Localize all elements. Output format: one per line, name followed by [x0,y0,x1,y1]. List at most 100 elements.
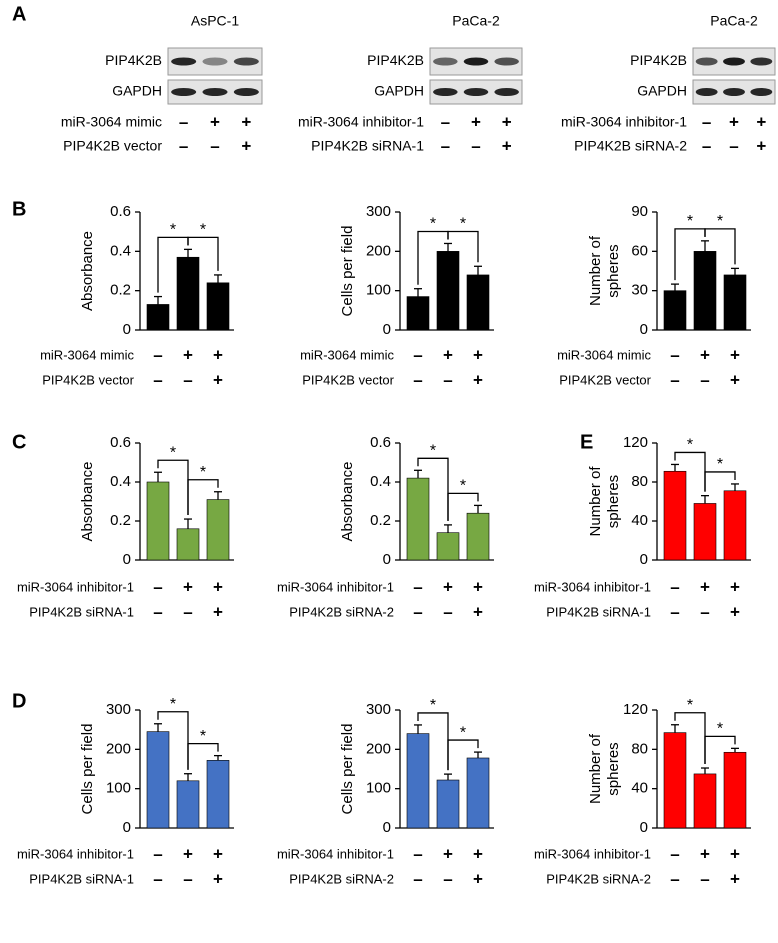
condition-sign: – [441,136,450,155]
y-axis-label: Cells per field [339,724,356,815]
blot-row-label: PIP4K2B [367,52,424,68]
blot-row-label: GAPDH [374,83,424,99]
significance-bracket [417,457,449,521]
condition-sign: + [730,370,740,389]
y-tick-label: 90 [631,203,648,220]
y-tick-label: 0 [640,551,648,568]
condition-sign: + [756,112,766,131]
bar [466,274,490,331]
significance-bracket [704,735,736,765]
condition-sign: – [670,370,679,389]
blot-band [695,57,718,66]
condition-label: PIP4K2B siRNA-1 [29,871,134,886]
cell-line: AsPC-1 [191,13,239,29]
significance-star: * [430,443,436,460]
blot-row-label: PIP4K2B [105,52,162,68]
blot-band [171,88,197,96]
y-axis-label: spheres [605,742,622,795]
bar [406,296,430,331]
bar [663,732,687,829]
significance-star: * [200,728,206,745]
significance-bracket [187,742,219,770]
bar [406,733,430,829]
condition-sign: – [443,370,452,389]
blot-band [202,88,228,96]
condition-label: miR-3064 inhibitor-1 [277,846,394,861]
significance-star: * [460,216,466,233]
condition-sign: – [702,112,711,131]
condition-sign: + [213,869,223,888]
condition-sign: – [210,136,219,155]
condition-sign: + [502,136,512,155]
condition-sign: – [670,869,679,888]
condition-label: miR-3064 mimic [40,347,134,362]
significance-bracket [704,228,736,265]
y-tick-label: 120 [623,701,648,718]
condition-sign: + [471,112,481,131]
panel-label: E [580,431,593,453]
y-tick-label: 80 [631,473,648,490]
condition-sign: + [730,602,740,621]
blot-band [695,88,718,96]
condition-sign: – [413,844,422,863]
bar [146,731,170,829]
panel-label: C [12,431,26,453]
condition-sign: + [241,112,251,131]
significance-star: * [717,213,723,230]
condition-label: miR-3064 inhibitor-1 [534,579,651,594]
significance-bracket [157,711,189,770]
condition-sign: + [730,345,740,364]
condition-sign: – [729,136,738,155]
condition-sign: – [153,577,162,596]
y-axis-label: Absorbance [79,231,96,311]
significance-star: * [170,696,176,713]
blot-band [433,88,458,96]
y-tick-label: 0 [640,819,648,836]
condition-sign: – [153,844,162,863]
condition-sign: – [670,345,679,364]
y-tick-label: 300 [106,701,131,718]
significance-bracket [187,479,219,516]
y-axis-label: Number of [587,235,604,306]
y-tick-label: 0.2 [110,282,131,299]
blot-band [494,88,519,96]
significance-bracket [447,492,479,521]
y-tick-label: 200 [106,740,131,757]
y-tick-label: 0 [383,819,391,836]
condition-sign: – [183,602,192,621]
condition-sign: – [471,136,480,155]
condition-sign: + [473,869,483,888]
condition-sign: + [183,577,193,596]
condition-label: miR-3064 inhibitor-1 [534,846,651,861]
bar [176,256,200,331]
y-tick-label: 0 [123,551,131,568]
y-axis-label: spheres [605,475,622,528]
blot-row-label: GAPDH [112,83,162,99]
y-tick-label: 30 [631,282,648,299]
significance-bracket [704,471,736,492]
condition-label: PIP4K2B siRNA-1 [311,138,424,154]
condition-sign: – [413,345,422,364]
condition-sign: – [179,136,188,155]
bar [466,757,490,829]
condition-label: PIP4K2B vector [559,372,651,387]
condition-sign: + [241,136,251,155]
condition-sign: – [413,577,422,596]
y-tick-label: 0 [640,321,648,338]
condition-sign: – [413,602,422,621]
condition-sign: + [730,577,740,596]
y-axis-label: Cells per field [79,724,96,815]
y-axis-label: Absorbance [79,461,96,541]
bar [436,779,460,829]
y-tick-label: 0 [383,321,391,338]
y-axis-label: Number of [587,466,604,537]
bar [206,282,230,331]
significance-bracket [447,739,479,771]
blot-band [494,57,519,66]
condition-sign: + [473,577,483,596]
y-tick-label: 300 [366,701,391,718]
y-tick-label: 0.2 [370,512,391,529]
condition-sign: + [213,602,223,621]
condition-sign: – [700,602,709,621]
